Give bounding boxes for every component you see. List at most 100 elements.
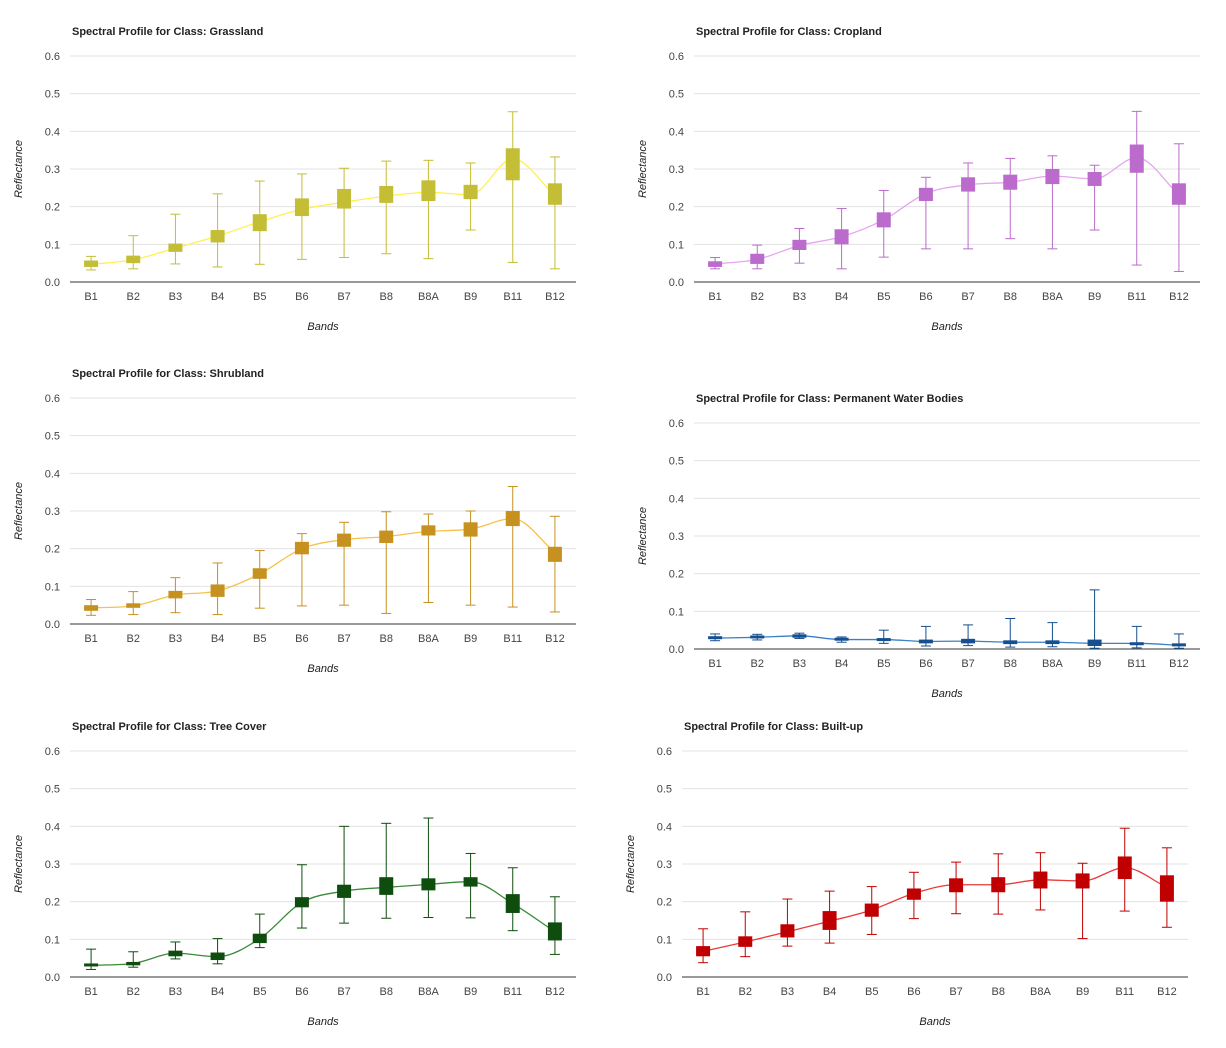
box-b11: [505, 511, 520, 527]
box-b7: [961, 177, 976, 192]
x-tick-label: B9: [464, 633, 477, 645]
box-b8: [991, 877, 1006, 893]
x-tick-label: B5: [865, 986, 878, 998]
box-b6: [294, 541, 309, 555]
chart-built-up: Spectral Profile for Class: Built-up 0.0 0…: [612, 713, 1212, 1033]
x-tick-label: B5: [253, 986, 266, 998]
x-tick-label: B8A: [1042, 658, 1063, 670]
x-tick-label: B2: [751, 658, 764, 670]
y-tick-label: 0.5: [45, 89, 60, 101]
y-tick-label: 0.4: [45, 821, 60, 833]
x-tick-label: B4: [211, 986, 224, 998]
mean-line: [715, 635, 1179, 646]
y-tick-label: 0.0: [45, 972, 60, 984]
box-b8a: [1033, 871, 1048, 889]
y-tick-label: 0.5: [657, 784, 672, 796]
x-tick-label: B6: [919, 658, 932, 670]
x-tick-label: B6: [907, 986, 920, 998]
x-axis-title: Bands: [931, 688, 963, 700]
x-tick-label: B5: [877, 658, 890, 670]
box-b7: [337, 533, 352, 547]
chart-title: Spectral Profile for Class: Tree Cover: [72, 721, 267, 733]
x-axis-title: Bands: [307, 663, 339, 675]
box-b8: [379, 530, 394, 544]
box-b5: [876, 212, 891, 228]
y-tick-label: 0.4: [669, 126, 684, 138]
y-tick-label: 0.1: [669, 239, 684, 251]
y-axis-title: Reflectance: [625, 835, 637, 893]
box-b1: [696, 946, 711, 957]
box-b4: [210, 230, 225, 243]
box-b2: [126, 255, 141, 264]
x-tick-label: B8: [380, 986, 393, 998]
box-b11: [1117, 856, 1132, 880]
chart-title: Spectral Profile for Class: Permanent Wa…: [696, 393, 963, 405]
y-axis-title: Reflectance: [637, 507, 649, 565]
x-tick-label: B8: [1004, 658, 1017, 670]
x-tick-label: B3: [169, 986, 182, 998]
y-tick-label: 0.5: [45, 431, 60, 443]
x-tick-label: B3: [793, 291, 806, 303]
y-tick-label: 0.5: [45, 784, 60, 796]
x-tick-label: B12: [1169, 658, 1189, 670]
box-b2: [738, 936, 753, 947]
x-tick-label: B9: [1088, 658, 1101, 670]
box-b2: [126, 603, 141, 608]
x-tick-label: B4: [211, 291, 224, 303]
box-b4: [210, 584, 225, 597]
x-tick-label: B7: [337, 986, 350, 998]
x-tick-label: B7: [949, 986, 962, 998]
y-tick-label: 0.0: [669, 644, 684, 656]
x-tick-label: B11: [503, 986, 522, 998]
box-b7: [337, 884, 352, 898]
box-b12: [1171, 643, 1186, 647]
box-b3: [168, 950, 183, 957]
x-tick-label: B12: [1169, 291, 1189, 303]
box-b8: [1003, 640, 1018, 645]
chart-title: Spectral Profile for Class: Built-up: [684, 721, 863, 733]
x-tick-label: B1: [84, 986, 97, 998]
x-tick-label: B11: [1127, 291, 1146, 303]
y-tick-label: 0.5: [669, 456, 684, 468]
chart-svg: Spectral Profile for Class: Built-up 0.0 0…: [625, 721, 1188, 1028]
box-b8: [379, 877, 394, 895]
mean-line: [91, 158, 556, 265]
x-tick-label: B8A: [418, 986, 439, 998]
box-b1: [84, 963, 99, 967]
y-tick-label: 0.0: [45, 277, 60, 289]
y-tick-label: 0.6: [45, 746, 60, 758]
x-tick-label: B11: [503, 633, 522, 645]
box-b3: [780, 924, 795, 938]
box-b9: [463, 522, 478, 537]
box-b1: [708, 636, 723, 640]
chart-grassland: Spectral Profile for Class: Grassland 0.0…: [0, 18, 600, 338]
x-tick-label: B6: [919, 291, 932, 303]
y-tick-label: 0.4: [657, 821, 672, 833]
x-tick-label: B4: [835, 658, 848, 670]
box-b9: [1087, 172, 1102, 186]
y-tick-label: 0.3: [45, 506, 60, 518]
box-b8a: [1045, 169, 1060, 185]
x-axis-title: Bands: [307, 1016, 339, 1028]
box-b8: [1003, 174, 1018, 190]
x-axis-title: Bands: [307, 321, 339, 333]
y-tick-label: 0.2: [669, 569, 684, 581]
chart-svg: Spectral Profile for Class: Cropland 0.0 0…: [637, 26, 1200, 333]
box-b7: [961, 638, 976, 644]
y-tick-label: 0.2: [669, 202, 684, 214]
x-tick-label: B1: [708, 658, 721, 670]
x-tick-label: B12: [545, 986, 565, 998]
x-tick-label: B6: [295, 291, 308, 303]
x-tick-label: B2: [127, 986, 140, 998]
x-axis-title: Bands: [931, 321, 963, 333]
box-b8a: [421, 180, 436, 202]
y-tick-label: 0.1: [45, 934, 60, 946]
box-b12: [547, 183, 562, 205]
box-b2: [750, 635, 765, 639]
x-tick-label: B11: [1127, 658, 1146, 670]
box-b3: [168, 590, 183, 599]
box-b7: [337, 188, 352, 209]
x-tick-label: B8A: [418, 633, 439, 645]
mean-line: [91, 517, 556, 609]
box-b5: [876, 638, 891, 642]
